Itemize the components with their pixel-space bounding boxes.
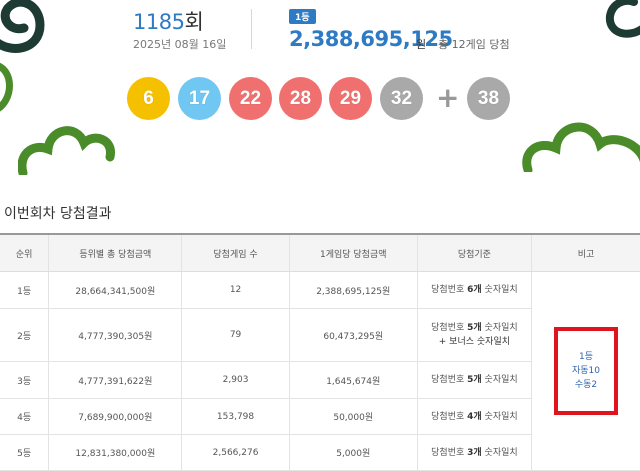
criteria-suffix: 숫자일치 [481, 447, 518, 458]
per-game-cell: 2,388,695,125원 [288, 271, 418, 309]
prize-unit: 원 [416, 38, 427, 51]
note-line: 1등 [578, 352, 593, 362]
header-total: 등위별 총 당첨금액 [48, 233, 182, 272]
criteria-bonus: + 보너스 숫자일치 [438, 337, 511, 347]
criteria-suffix: 숫자일치 [481, 375, 518, 385]
games-cell: 153,798 [181, 398, 290, 435]
games-cell: 12 [181, 271, 290, 309]
criteria-count: 6개 [467, 285, 482, 295]
criteria-cell: 당첨번호 5개 숫자일치 + 보너스 숫자일치 [416, 308, 532, 362]
rank-cell: 3등 [0, 361, 49, 399]
rank-cell: 5등 [0, 434, 49, 471]
criteria-count: 3개 [467, 447, 482, 458]
winning-number-ball: 22 [229, 77, 272, 120]
plus-sign: + [436, 81, 460, 114]
games-cell: 2,903 [181, 361, 290, 399]
round-number: 1185회 [133, 10, 204, 34]
results-table: 순위 등위별 총 당첨금액 당첨게임 수 1게임당 당첨금액 당첨기준 비고 1… [0, 233, 640, 471]
decoration-dark-swirl-right-icon [605, 0, 640, 38]
criteria-count: 4개 [467, 411, 482, 422]
total-cell: 4,777,390,305원 [48, 308, 182, 362]
rank-cell: 1등 [0, 271, 49, 309]
winning-number-ball: 17 [178, 77, 221, 120]
table-header-row: 순위 등위별 총 당첨금액 당첨게임 수 1게임당 당첨금액 당첨기준 비고 [0, 233, 640, 272]
first-prize-amount: 2,388,695,125 [289, 27, 453, 51]
winning-number-ball: 28 [279, 77, 322, 120]
criteria-prefix: 당첨번호 [431, 285, 468, 295]
criteria-prefix: 당첨번호 [431, 323, 468, 333]
total-cell: 12,831,380,000원 [48, 434, 182, 471]
criteria-cell: 당첨번호 4개 숫자일치 [416, 398, 532, 435]
winning-number-ball: 6 [127, 77, 170, 120]
decoration-green-curl-icon [0, 63, 13, 112]
criteria-count: 5개 [467, 375, 482, 385]
table-row: 2등 4,777,390,305원 79 60,473,295원 당첨번호 5개… [0, 308, 640, 362]
first-prize-badge: 1등 [289, 9, 316, 24]
criteria-suffix: 숫자일치 [481, 285, 518, 295]
games-cell: 2,566,276 [181, 434, 290, 471]
decoration-green-cloud-left-icon [18, 126, 115, 175]
criteria-suffix: 숫자일치 [481, 323, 518, 333]
round-suffix: 회 [184, 10, 204, 34]
criteria-count: 5개 [467, 323, 482, 333]
table-row: 1등 28,664,341,500원 12 2,388,695,125원 당첨번… [0, 271, 640, 471]
draw-date: 2025년 08월 16일 [133, 38, 227, 51]
per-game-cell: 1,645,674원 [288, 361, 418, 399]
games-cell: 79 [181, 308, 290, 362]
criteria-cell: 당첨번호 6개 숫자일치 [416, 271, 532, 309]
note-line: 수동2 [574, 380, 598, 390]
header-per-game: 1게임당 당첨금액 [288, 233, 418, 272]
header-games: 당첨게임 수 [181, 233, 290, 272]
criteria-prefix: 당첨번호 [431, 447, 468, 458]
decoration-dark-swirl-icon [0, 0, 45, 53]
total-cell: 4,777,391,622원 [48, 361, 182, 399]
total-cell: 28,664,341,500원 [48, 271, 182, 309]
criteria-prefix: 당첨번호 [431, 411, 468, 422]
table-row: 4등 7,689,900,000원 153,798 50,000원 당첨번호 4… [0, 398, 640, 435]
table-row: 5등 12,831,380,000원 2,566,276 5,000원 당첨번호… [0, 434, 640, 471]
table-row: 3등 4,777,391,622원 2,903 1,645,674원 당첨번호 … [0, 361, 640, 399]
winning-number-ball: 29 [329, 77, 372, 120]
per-game-cell: 50,000원 [288, 398, 418, 435]
rank-cell: 2등 [0, 308, 49, 362]
rank-cell: 4등 [0, 398, 49, 435]
total-cell: 7,689,900,000원 [48, 398, 182, 435]
winning-number-ball: 32 [380, 77, 423, 120]
header-criteria: 당첨기준 [416, 233, 532, 272]
criteria-cell: 당첨번호 3개 숫자일치 [416, 434, 532, 471]
criteria-suffix: 숫자일치 [481, 411, 518, 422]
header-divider [251, 9, 252, 49]
results-title: 이번회차 당첨결과 [4, 206, 112, 222]
winners-note: 총 12게임 당첨 [438, 38, 510, 51]
bonus-number-ball: 38 [467, 77, 510, 120]
per-game-cell: 5,000원 [288, 434, 418, 471]
note-highlight-box: 1등 자동10 수동2 [553, 327, 618, 415]
per-game-cell: 60,473,295원 [288, 308, 418, 362]
header-rank: 순위 [0, 233, 49, 272]
note-line: 자동10 [571, 366, 600, 376]
note-cell: 1등 자동10 수동2 [530, 271, 640, 471]
criteria-prefix: 당첨번호 [431, 375, 468, 385]
criteria-cell: 당첨번호 5개 숫자일치 [416, 361, 532, 399]
decoration-green-cloud-right-icon [522, 122, 640, 172]
header-note: 비고 [530, 233, 640, 272]
